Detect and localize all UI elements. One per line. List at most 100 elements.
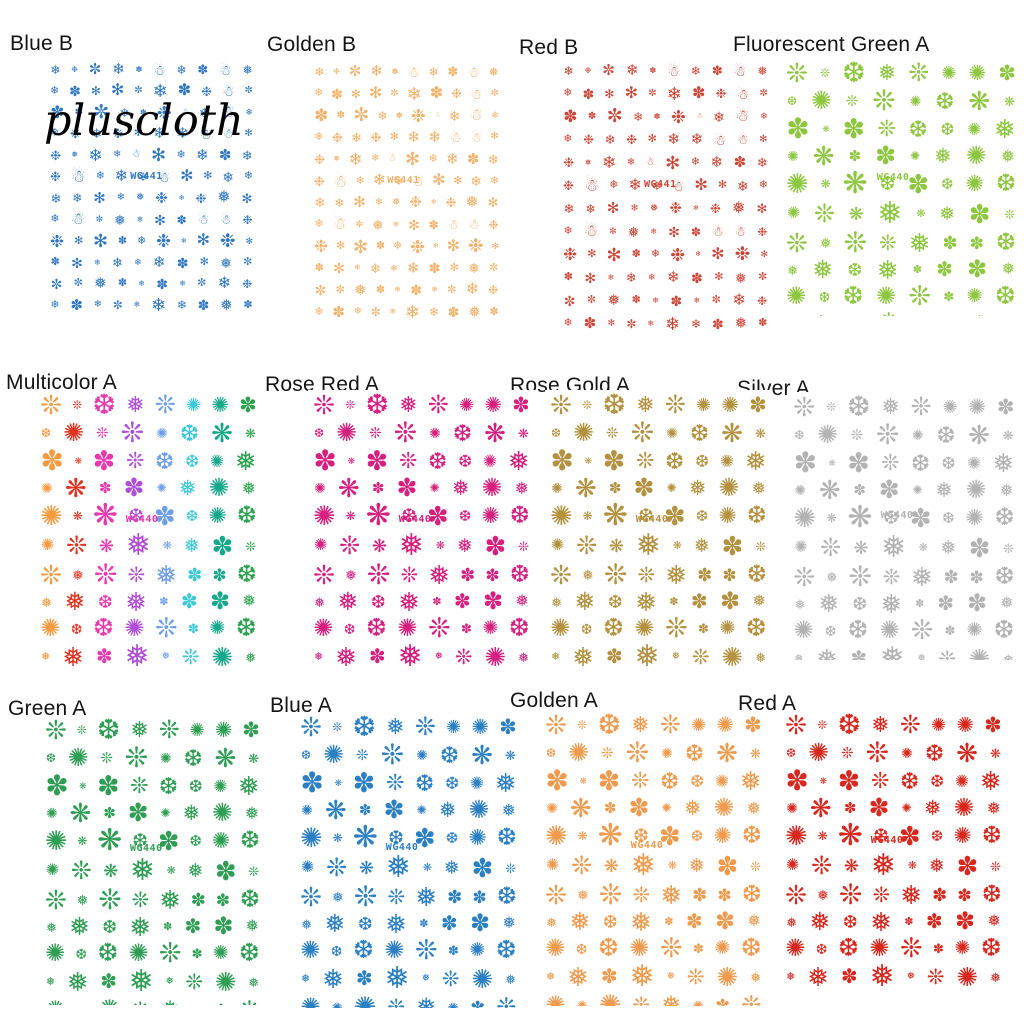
snowflake-glyph: ✺	[911, 427, 924, 443]
snowflake-row: ❄ ☃ ✼ ❅ ❄ ✻ ✽ ☃ ☃ ❉	[45, 208, 258, 229]
snowflake-glyph: ❅	[818, 589, 840, 618]
snowflake-glyph: ❋	[608, 536, 624, 556]
snowflake-glyph: ✽	[213, 913, 234, 940]
snowflake-glyph: ☃	[733, 62, 747, 79]
snowflake-glyph: ❄	[133, 300, 141, 310]
snowflake-glyph: ✽	[499, 715, 517, 739]
snowflake-glyph: ✽	[97, 770, 120, 801]
snowflake-glyph: ✽	[878, 475, 900, 504]
snowflake-glyph: ❊	[603, 559, 628, 590]
sheet-label-multicolor-a: Multicolor A	[6, 371, 117, 394]
snowflake-glyph: ❊	[786, 228, 808, 258]
snowflake-glyph: ❋	[435, 539, 445, 552]
snowflake-glyph: ❋	[1002, 427, 1014, 443]
snowflake-glyph: ❋	[597, 819, 623, 852]
snowflake-glyph: ❅	[940, 537, 957, 559]
snowflake-glyph: ❊	[454, 645, 473, 669]
snowflake-glyph: ❄	[445, 150, 459, 168]
snowflake-row: ❉ ☃ ❄ ❄ ❄ ☃ ✻ ✻ ❄ ❄	[310, 169, 503, 191]
snowflake-glyph: ❆	[314, 426, 325, 440]
snowflake-glyph: ❆	[786, 94, 797, 108]
snowflake-glyph: ❊	[910, 392, 932, 421]
snowflake-row: ✺✺✺❊❅✺✽❊	[545, 671, 772, 673]
snowflake-glyph: ❅	[567, 962, 589, 992]
snowflake-glyph: ❉	[669, 200, 682, 217]
snowflake-glyph: ❊	[686, 965, 705, 989]
snowflake-glyph: ❆	[132, 830, 148, 852]
snowflake-glyph: ✽	[352, 767, 376, 798]
snowflake-glyph: ❉	[49, 169, 61, 185]
snowflake-glyph: ❅	[451, 476, 470, 500]
snowflake-glyph: ❅	[324, 909, 346, 938]
snowflake-glyph: ✺	[212, 943, 229, 964]
snowflake-glyph: ✽	[191, 946, 203, 961]
snowflake-glyph: ❅	[155, 560, 178, 590]
snowflake-glyph: ❉	[242, 212, 253, 227]
snowflake-glyph: ❆	[602, 614, 624, 642]
snowflake-glyph: ☃	[696, 113, 703, 120]
snowflake-pattern: ❊ ❊ ❆ ❅ ❊ ✺ ✺ ✽ ❆ ✺ ❊ ❊ ✺ ❆ ❋ ❋ ✽ ❋ ✽ ❊ ❆ ❆ ✺ ❅ ✺ ❋ ✽ ✽ ✺ ❅ ✺ ❅ ✺ ❋ ❋ ❆ ✽ ❆ ✺ ❆…	[35, 390, 262, 673]
snowflake-glyph: ❄	[377, 108, 388, 123]
snowflake-glyph: ❊	[356, 746, 369, 764]
snowflake-glyph: ❄	[647, 318, 655, 328]
snowflake-glyph: ❋	[345, 509, 356, 523]
snowflake-glyph: ✺	[471, 715, 489, 739]
snowflake-row: ✺ ❋ ❋ ❆ ✽ ❆ ✺ ❆	[540, 819, 767, 852]
snowflake-glyph: ❆	[575, 940, 588, 957]
snowflake-glyph: ❆	[665, 447, 685, 474]
snowflake-row: ❆ ✺ ❊ ❊ ✺ ❆ ❋ ❋	[295, 740, 522, 769]
snowflake-glyph: ✻	[180, 167, 194, 185]
snowflake-glyph: ✽	[239, 393, 257, 417]
snowflake-glyph: ✼	[648, 87, 657, 99]
snowflake-row: ❄ ❉ ❄ ❉ ✻ ❄ ❄ ☃ ☃ ✻	[45, 122, 258, 143]
snowflake-glyph: ❅	[391, 196, 401, 208]
snowflake-glyph: ✻	[245, 235, 254, 246]
snowflake-glyph: ❅	[671, 651, 680, 662]
snowflake-glyph: ✽	[785, 765, 809, 796]
snowflake-glyph: ❅	[993, 114, 1016, 144]
snowflake-glyph: ❅	[187, 860, 204, 882]
snowflake-glyph: ✽	[375, 283, 386, 296]
snowflake-glyph: ✺	[573, 418, 595, 447]
snowflake-glyph: ❅	[501, 800, 516, 820]
snowflake-glyph: ❉	[333, 66, 340, 76]
snowflake-glyph: ❉	[467, 236, 484, 258]
snowflake-glyph: ✺	[300, 822, 323, 853]
snowflake-glyph: ✺	[128, 939, 149, 967]
snowflake-glyph: ✺	[416, 747, 428, 763]
snowflake-glyph: ✻	[604, 86, 615, 101]
snowflake-glyph: ✽	[482, 588, 504, 615]
snowflake-glyph: ✽	[898, 821, 921, 851]
snowflake-row: ❅ ❅ ❆ ❅ ✽ ✽ ✽ ❅	[545, 588, 772, 615]
snowflake-glyph: ✼	[112, 298, 123, 313]
snowflake-glyph: ✻	[389, 130, 399, 143]
snowflake-glyph: ❅	[794, 652, 804, 660]
snowflake-glyph: ☃	[153, 61, 166, 78]
snowflake-glyph: ❆	[597, 934, 619, 962]
snowflake-glyph: ✽	[211, 531, 234, 561]
snowflake-glyph: ✻	[405, 149, 421, 170]
snowflake-glyph: ❆	[92, 614, 114, 642]
snowflake-row: ✽ ❋ ✽ ❊ ❆ ❆ ✺ ❅	[545, 446, 772, 475]
snowflake-glyph: ❋	[847, 501, 873, 534]
snowflake-glyph: ✽	[545, 765, 569, 796]
snowflake-glyph: ❊	[691, 645, 710, 669]
snowflake-glyph: ❋	[667, 859, 677, 872]
snowflake-glyph: ✽	[428, 260, 441, 277]
snowflake-row: ✺ ❋ ❋ ❆ ✽ ❆ ✺ ❆	[295, 822, 522, 853]
snowflake-glyph: ✽	[932, 885, 948, 905]
snowflake-glyph: ❊	[124, 742, 149, 773]
snowflake-glyph: ✺	[208, 473, 230, 502]
snowflake-glyph: ❄	[95, 170, 105, 183]
snowflake-glyph: ❆	[352, 712, 376, 742]
snowflake-glyph: ✻	[449, 261, 459, 274]
snowflake-glyph: ✽	[153, 501, 176, 531]
snowflake-row: ❄ ❉ ✼ ❄ ✽ ☃ ❄ ✽ ☃ ❅	[310, 60, 503, 82]
snowflake-glyph: ❅	[161, 651, 170, 662]
snowflake-row: ❉ ☃ ❄ ❄ ❄ ☃ ✻ ✻ ❄ ❄	[45, 165, 258, 186]
snowflake-glyph: ✼	[759, 87, 768, 99]
snowflake-glyph: ❆	[842, 912, 858, 932]
snowflake-glyph: ✽	[484, 531, 507, 561]
snowflake-glyph: ☃	[219, 61, 232, 78]
snowflake-glyph: ❄	[137, 169, 148, 184]
